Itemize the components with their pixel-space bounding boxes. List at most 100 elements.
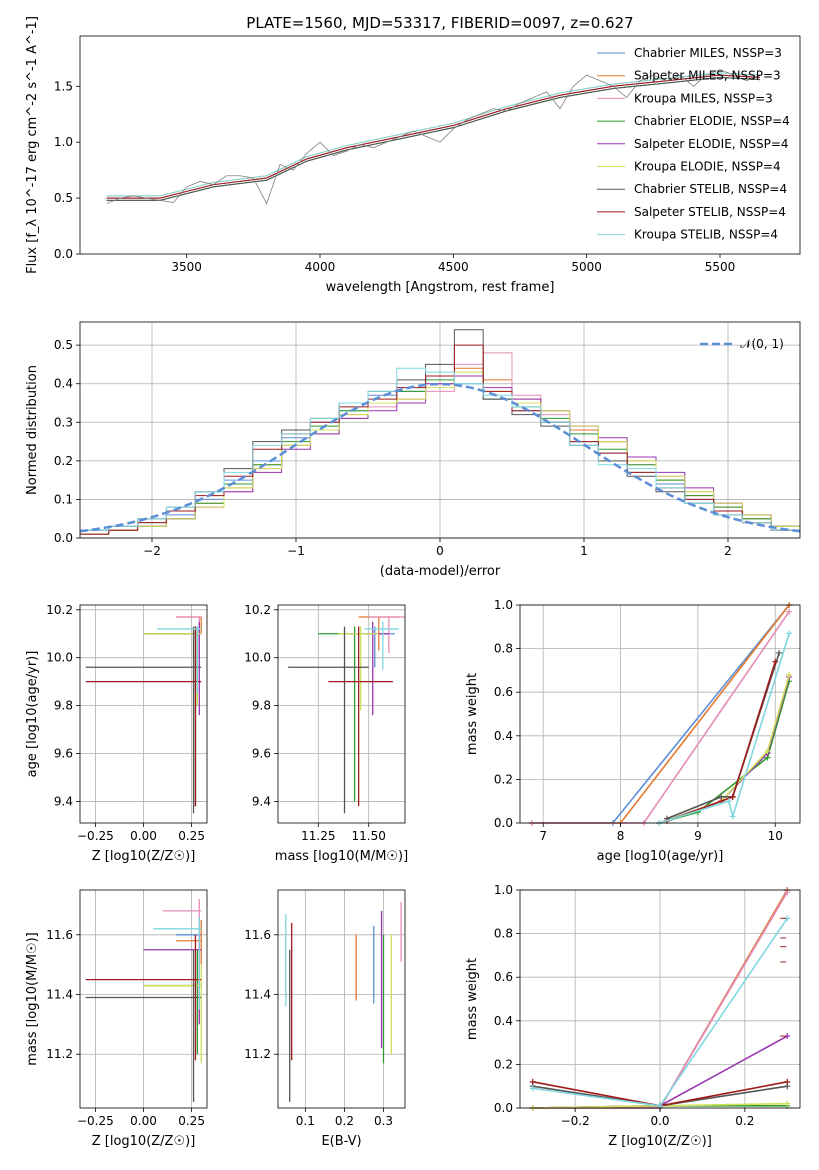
plot-area bbox=[288, 616, 405, 814]
plot-area bbox=[85, 616, 202, 814]
x-tick-label: 2 bbox=[724, 544, 732, 558]
x-tick-label: −0.25 bbox=[77, 829, 114, 843]
y-tick-label: 0.5 bbox=[54, 191, 73, 205]
y-tick-label: 1.0 bbox=[54, 135, 73, 149]
y-tick-label: 9.8 bbox=[252, 699, 271, 713]
y-tick-label: 11.6 bbox=[46, 928, 73, 942]
y-tick-label: 9.6 bbox=[54, 747, 73, 761]
plot-area bbox=[80, 329, 800, 538]
y-axis-label: mass [log10(M/M☉)] bbox=[25, 932, 40, 1065]
y-tick-label: 9.4 bbox=[54, 794, 73, 808]
legend: Chabrier MILES, NSSP=3 Salpeter MILES, NS… bbox=[597, 46, 790, 242]
y-tick-label: 0.2 bbox=[494, 772, 513, 786]
x-tick-label: 1 bbox=[580, 544, 588, 558]
x-tick-label: −0.25 bbox=[77, 1114, 114, 1128]
y-tick-label: 0.5 bbox=[54, 338, 73, 352]
axes-frame bbox=[277, 889, 406, 1109]
axes-frame bbox=[79, 321, 801, 539]
y-axis-label: mass weight bbox=[465, 958, 480, 1040]
legend-label: Kroupa STELIB, NSSP=4 bbox=[634, 228, 778, 242]
x-tick-label: 0.2 bbox=[335, 1114, 354, 1128]
y-tick-label: 11.4 bbox=[244, 988, 271, 1002]
y-tick-label: 0.0 bbox=[494, 1101, 513, 1115]
legend-label: Chabrier ELODIE, NSSP=4 bbox=[634, 114, 790, 128]
x-tick-label: 0.1 bbox=[296, 1114, 315, 1128]
x-tick-label: 7 bbox=[539, 829, 547, 843]
weight-marker bbox=[772, 658, 779, 665]
figure-title: PLATE=1560, MJD=53317, FIBERID=0097, z=0… bbox=[246, 14, 633, 32]
weight-marker bbox=[784, 1078, 791, 1085]
y-tick-label: 9.8 bbox=[54, 699, 73, 713]
x-tick-label: 11.25 bbox=[301, 829, 335, 843]
y-tick-label: 0.8 bbox=[494, 927, 513, 941]
y-axis-label: mass weight bbox=[465, 673, 480, 755]
y-tick-label: 0.8 bbox=[494, 642, 513, 656]
x-tick-label: 10 bbox=[768, 829, 783, 843]
weight-marker bbox=[529, 1078, 536, 1085]
weight-marker bbox=[786, 671, 793, 678]
weight-line bbox=[658, 633, 790, 824]
legend-label: Salpeter MILES, NSSP=3 bbox=[634, 69, 781, 83]
x-axis-label: age [log10(age/yr)] bbox=[597, 849, 724, 864]
x-axis-label: Z [log10(Z/Z☉)] bbox=[92, 1134, 196, 1149]
axes-frame bbox=[79, 604, 208, 824]
y-tick-label: 0.4 bbox=[494, 729, 513, 743]
plot-area bbox=[285, 901, 402, 1103]
x-tick-label: 0.00 bbox=[130, 1114, 157, 1128]
panel-age_vs_mass: 11.25 11.50 9.4 9.6 9.8 10.0 10.2 mass [log10(M… bbox=[244, 603, 408, 864]
histogram-step bbox=[80, 371, 800, 538]
y-tick-label: 0.0 bbox=[54, 247, 73, 261]
model-line bbox=[106, 76, 761, 201]
plot-area bbox=[106, 69, 761, 205]
x-tick-label: 0.25 bbox=[178, 829, 205, 843]
x-tick-label: 3500 bbox=[171, 260, 202, 274]
y-axis-label: Flux [f_λ 10^-17 erg cm^-2 s^-1 A^-1] bbox=[25, 16, 40, 274]
x-tick-label: 0.0 bbox=[650, 1114, 669, 1128]
y-tick-label: 10.2 bbox=[46, 603, 73, 617]
gaussian-curve bbox=[80, 382, 800, 533]
x-tick-label: 0.2 bbox=[735, 1114, 754, 1128]
y-tick-label: 1.5 bbox=[54, 79, 73, 93]
model-line bbox=[106, 72, 761, 197]
weight-marker bbox=[786, 608, 793, 615]
weight-marker bbox=[529, 1085, 536, 1092]
y-tick-label: 0.2 bbox=[54, 454, 73, 468]
errorbars bbox=[85, 898, 202, 1103]
weight-lines bbox=[528, 602, 793, 826]
weight-line bbox=[531, 604, 790, 824]
weight-marker bbox=[784, 1100, 791, 1107]
axes-frame bbox=[519, 889, 801, 1109]
y-tick-label: 10.2 bbox=[244, 603, 271, 617]
y-tick-label: 1.0 bbox=[494, 598, 513, 612]
y-tick-label: 0.6 bbox=[494, 685, 513, 699]
y-tick-label: 11.2 bbox=[244, 1047, 271, 1061]
x-tick-label: 8 bbox=[617, 829, 625, 843]
y-tick-label: 0.0 bbox=[54, 531, 73, 545]
x-tick-label: −0.2 bbox=[561, 1114, 590, 1128]
weight-marker bbox=[764, 748, 771, 755]
histogram-step bbox=[80, 367, 800, 538]
y-tick-label: 11.4 bbox=[46, 988, 73, 1002]
x-tick-label: −2 bbox=[143, 544, 161, 558]
panel-weight_vs_Z: −0.2 0.0 0.2 0.0 0.2 0.4 0.6 0.8 1.0 Z [log10(Z/Z… bbox=[465, 883, 801, 1149]
histogram bbox=[80, 329, 800, 538]
y-tick-label: 10.0 bbox=[244, 651, 271, 665]
y-tick-label: 0.4 bbox=[494, 1014, 513, 1028]
panel-spectrum: 3500 4000 4500 5000 5500 0.0 0.5 1.0 1.5 waveleng… bbox=[25, 16, 801, 295]
legend-label: Salpeter STELIB, NSSP=4 bbox=[634, 205, 786, 219]
data-line bbox=[106, 69, 761, 205]
y-tick-label: 11.6 bbox=[244, 928, 271, 942]
x-axis-label: (data-model)/error bbox=[380, 564, 501, 579]
x-tick-label: 5000 bbox=[571, 260, 602, 274]
legend-label: Chabrier MILES, NSSP=3 bbox=[634, 46, 782, 60]
weight-marker bbox=[786, 630, 793, 637]
x-axis-label: wavelength [Angstrom, rest frame] bbox=[326, 280, 555, 295]
x-tick-label: 0.3 bbox=[374, 1114, 393, 1128]
axes-frame bbox=[277, 604, 406, 824]
x-axis-label: mass [log10(M/M☉)] bbox=[275, 849, 408, 864]
x-axis-label: Z [log10(Z/Z☉)] bbox=[92, 849, 196, 864]
legend-label: Kroupa ELODIE, NSSP=4 bbox=[634, 160, 781, 174]
x-tick-label: 5500 bbox=[705, 260, 736, 274]
weight-line bbox=[531, 604, 790, 824]
plot-area bbox=[528, 602, 793, 826]
